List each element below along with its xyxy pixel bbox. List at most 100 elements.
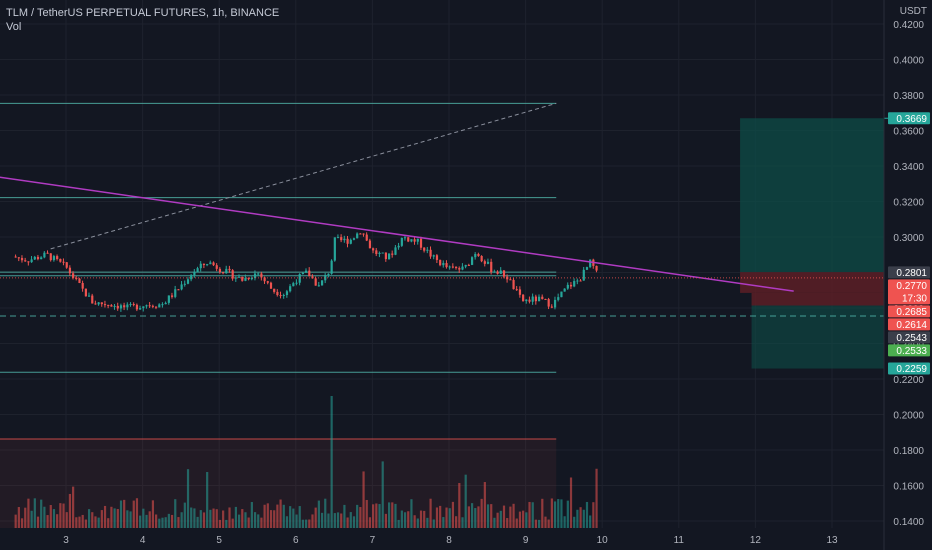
candle-body	[528, 299, 531, 302]
volume-bar	[155, 514, 158, 528]
level-lines	[0, 102, 884, 373]
volume-bar	[553, 501, 557, 528]
candle-body	[78, 278, 81, 283]
candle-body	[448, 266, 451, 268]
volume-bar	[474, 508, 477, 528]
x-tick-label: 7	[370, 535, 376, 546]
candle-body	[257, 273, 260, 275]
volume-bar	[359, 507, 362, 528]
candle-body	[359, 233, 362, 235]
candle-body	[368, 240, 372, 249]
volume-bar	[244, 512, 247, 528]
candle-body	[502, 270, 506, 277]
volume-bar	[467, 506, 470, 528]
volume-bar	[585, 501, 589, 528]
volume-bar	[285, 516, 289, 528]
candle-body	[563, 288, 566, 292]
grid-lines	[0, 0, 884, 528]
candle-body	[426, 249, 429, 251]
candle-body	[27, 261, 30, 263]
candle-body	[349, 239, 352, 244]
price-label-box	[888, 279, 930, 305]
volume-bar	[279, 499, 282, 528]
volume-bar	[320, 512, 324, 528]
volume-bar	[544, 516, 547, 528]
volume-bar	[416, 518, 419, 528]
candle-body	[569, 284, 573, 287]
volume-bar	[541, 498, 544, 528]
candle-body	[458, 268, 461, 270]
candle-body	[14, 256, 17, 258]
candle-body	[142, 306, 145, 309]
candle-body	[87, 295, 91, 297]
candle-body	[241, 276, 244, 281]
candle-body	[566, 284, 569, 289]
volume-bar	[87, 509, 91, 528]
volume-bar	[14, 514, 17, 528]
candle-body	[231, 270, 234, 279]
price-label: 0.2614	[896, 320, 927, 331]
volume-bar	[119, 500, 123, 528]
volume-bar	[550, 498, 553, 528]
candle-body	[547, 299, 550, 307]
volume-bar	[352, 516, 356, 528]
candle-body	[496, 271, 499, 274]
price-label: 0.2259	[896, 364, 927, 375]
volume-bar	[435, 507, 439, 528]
volume-bar	[24, 507, 27, 528]
volume-bar	[317, 500, 320, 528]
candle-body	[375, 250, 378, 255]
candle-body	[403, 237, 407, 239]
volume-bar	[167, 513, 170, 528]
volume-bar	[56, 514, 59, 528]
volume-bar	[423, 510, 426, 528]
candle-body	[394, 247, 397, 255]
volume-bar	[458, 483, 461, 528]
candle-body	[534, 296, 538, 302]
candle-body	[177, 289, 180, 291]
volume-bar	[183, 502, 186, 528]
volume-bar	[534, 519, 538, 528]
volume-bar	[180, 512, 183, 528]
price-label-box	[888, 318, 930, 331]
candle-body	[317, 285, 320, 287]
volume-bar	[241, 509, 244, 528]
price-label: 0.2801	[896, 268, 927, 279]
candle-body	[378, 252, 381, 255]
projection-dashed-line	[50, 102, 557, 250]
candle-body	[419, 238, 423, 248]
volume-bar	[400, 510, 403, 528]
volume-bar	[515, 518, 518, 528]
candle-body	[429, 249, 432, 257]
volume-bar	[46, 515, 49, 528]
volume-bar	[394, 503, 397, 528]
candle-body	[206, 264, 209, 266]
candle-body	[346, 238, 349, 244]
candle-body	[464, 264, 467, 267]
y-tick-label: 0.3600	[893, 127, 924, 138]
volume-bar	[222, 510, 225, 528]
x-tick-label: 5	[216, 535, 222, 546]
candle-body	[202, 263, 206, 265]
price-label-box	[888, 305, 930, 318]
candle-body	[97, 302, 100, 305]
candle-body	[512, 279, 515, 290]
volume-bar	[196, 516, 199, 528]
volume-bar	[356, 504, 359, 528]
volume-bar	[49, 505, 52, 528]
volume-bar	[158, 518, 161, 528]
candle-body	[327, 273, 330, 276]
volume-bar	[426, 517, 429, 528]
candle-body	[553, 299, 557, 308]
volume-bar	[276, 504, 279, 528]
volume-bar	[375, 503, 378, 528]
volume-bar	[432, 519, 435, 528]
volume-bar	[43, 506, 46, 528]
volume-bar	[538, 519, 541, 528]
candle-body	[260, 273, 263, 278]
volume-bar	[206, 472, 209, 528]
candle-body	[100, 302, 103, 305]
candle-body	[352, 238, 356, 240]
